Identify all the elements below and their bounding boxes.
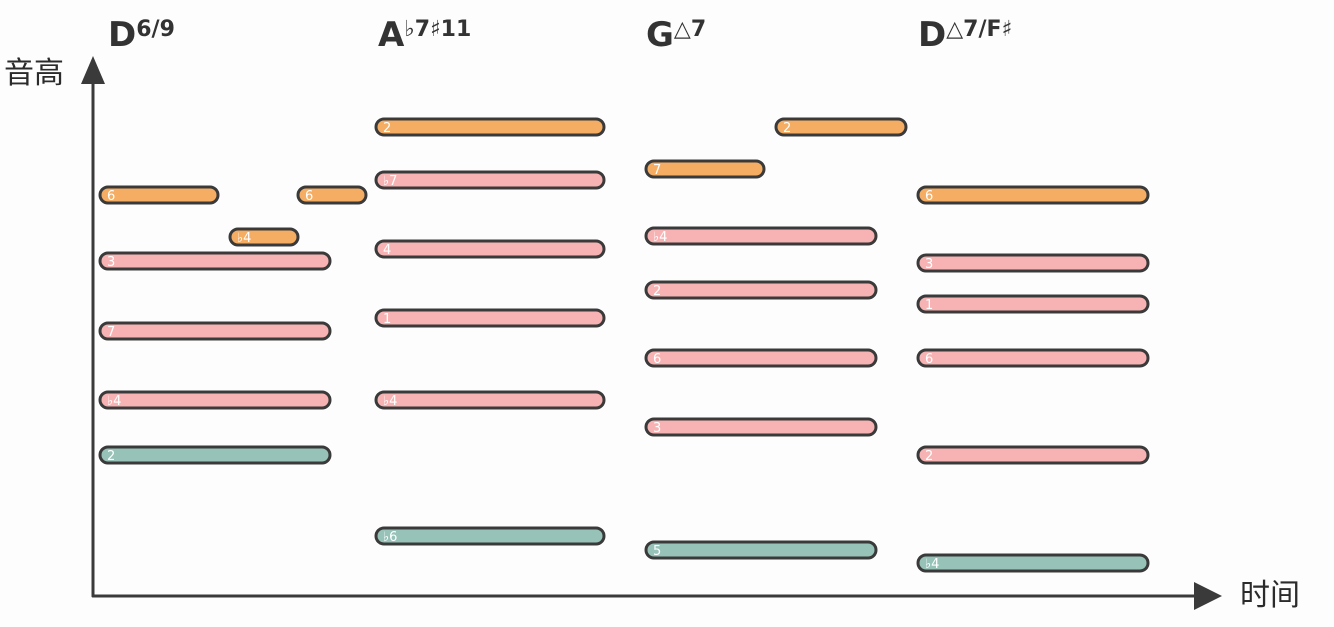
note-bar: 3: [916, 253, 1150, 273]
note-bar-label: ♭4: [925, 557, 939, 572]
note-bar: 2: [98, 445, 332, 465]
chord-root: A: [378, 15, 405, 55]
note-bar: ♭4: [98, 390, 332, 410]
note-bar-body: [644, 280, 878, 300]
axes: 音高 时间: [4, 56, 1300, 613]
y-axis-label: 音高: [4, 56, 64, 91]
note-bar-label: ♭6: [383, 530, 397, 545]
note-bar-label: ♭4: [237, 231, 251, 246]
note-bar: ♭4: [916, 553, 1150, 573]
note-bar-body: [916, 348, 1150, 368]
note-bar-body: [228, 227, 300, 247]
chord-extension: △7/F♯: [946, 17, 1012, 42]
note-bar: 6: [98, 185, 220, 205]
note-bar-label: 1: [383, 312, 391, 327]
note-bar-body: [296, 185, 368, 205]
note-bar-label: ♭4: [653, 230, 667, 245]
note-bar: 6: [644, 348, 878, 368]
chord-extension: 6/9: [136, 17, 175, 42]
note-bar: ♭4: [644, 226, 878, 246]
note-bar-body: [644, 226, 878, 246]
chord-name-gmaj7: G△7: [646, 15, 706, 55]
note-bar: ♭4: [374, 390, 606, 410]
chord-root: D: [918, 15, 946, 55]
note-bar: 2: [916, 445, 1150, 465]
note-bar-label: 4: [383, 243, 391, 258]
note-bar-body: [374, 117, 606, 137]
note-bar-body: [644, 348, 878, 368]
note-bar: ♭7: [374, 170, 606, 190]
note-bar-body: [98, 321, 332, 341]
note-bar-body: [98, 251, 332, 271]
note-bar-label: 7: [653, 163, 661, 178]
note-bar: 1: [916, 294, 1150, 314]
chord-name-dmaj7-fs: D△7/F♯: [918, 15, 1012, 55]
note-bar-body: [916, 445, 1150, 465]
note-bar: 3: [644, 417, 878, 437]
note-bar: 5: [644, 540, 878, 560]
note-bar-body: [374, 170, 606, 190]
note-bar: 4: [374, 239, 606, 259]
note-bar-body: [98, 390, 332, 410]
note-bar: ♭6: [374, 526, 606, 546]
chord-extension: △7: [674, 17, 706, 42]
note-bar-body: [374, 390, 606, 410]
note-bar-label: ♭7: [383, 174, 397, 189]
note-bar-body: [374, 308, 606, 328]
note-bar-body: [916, 185, 1150, 205]
note-bar: 7: [644, 159, 766, 179]
note-bar: 6: [916, 185, 1150, 205]
note-bar: 6: [916, 348, 1150, 368]
note-bar-label: 6: [305, 189, 313, 204]
note-bar-label: 6: [925, 352, 933, 367]
note-bar-body: [644, 417, 878, 437]
chord-name-d69: D6/9: [108, 15, 175, 55]
note-bar-body: [374, 526, 606, 546]
note-bar-label: 2: [925, 449, 933, 464]
note-bar-body: [644, 159, 766, 179]
note-bar-label: 2: [107, 449, 115, 464]
note-bar-label: 1: [925, 298, 933, 313]
chord-root: D: [108, 15, 136, 55]
note-bar-body: [774, 117, 908, 137]
x-axis-label: 时间: [1240, 578, 1300, 613]
note-bar-label: 3: [107, 255, 115, 270]
note-bar-label: 6: [925, 189, 933, 204]
note-bar: 2: [374, 117, 606, 137]
chord-names: D6/9 A♭7♯11 G△7 D△7/F♯: [108, 15, 1012, 55]
note-bar-body: [916, 294, 1150, 314]
note-bar-label: 2: [653, 284, 661, 299]
note-bar-label: 6: [107, 189, 115, 204]
note-bar-body: [916, 553, 1150, 573]
note-bar-label: 3: [925, 257, 933, 272]
note-bar: 2: [644, 280, 878, 300]
note-bar: 1: [374, 308, 606, 328]
note-bar: 3: [98, 251, 332, 271]
note-bar: ♭4: [228, 227, 300, 247]
note-bar-body: [644, 540, 878, 560]
note-bar: 6: [296, 185, 368, 205]
note-bar-label: 2: [383, 121, 391, 136]
note-bar-label: 6: [653, 352, 661, 367]
chord-root: G: [646, 15, 674, 55]
x-axis-arrow-icon: [1194, 582, 1222, 610]
note-bar-body: [98, 185, 220, 205]
note-bar-label: 2: [783, 121, 791, 136]
note-bar: 2: [774, 117, 908, 137]
y-axis-arrow-icon: [81, 56, 105, 84]
note-bar-body: [374, 239, 606, 259]
note-bar-label: ♭4: [383, 394, 397, 409]
chord-extension: ♭7♯11: [404, 17, 471, 42]
note-bar-label: ♭4: [107, 394, 121, 409]
note-bars: 6 6 ♭4 3 7 ♭4 2 2: [98, 117, 1150, 573]
note-bar-label: 3: [653, 421, 661, 436]
note-bar-body: [98, 445, 332, 465]
chord-name-a7s11: A♭7♯11: [378, 15, 471, 55]
note-bar: 7: [98, 321, 332, 341]
note-bar-body: [916, 253, 1150, 273]
note-bar-label: 7: [107, 325, 115, 340]
note-bar-label: 5: [653, 544, 661, 559]
